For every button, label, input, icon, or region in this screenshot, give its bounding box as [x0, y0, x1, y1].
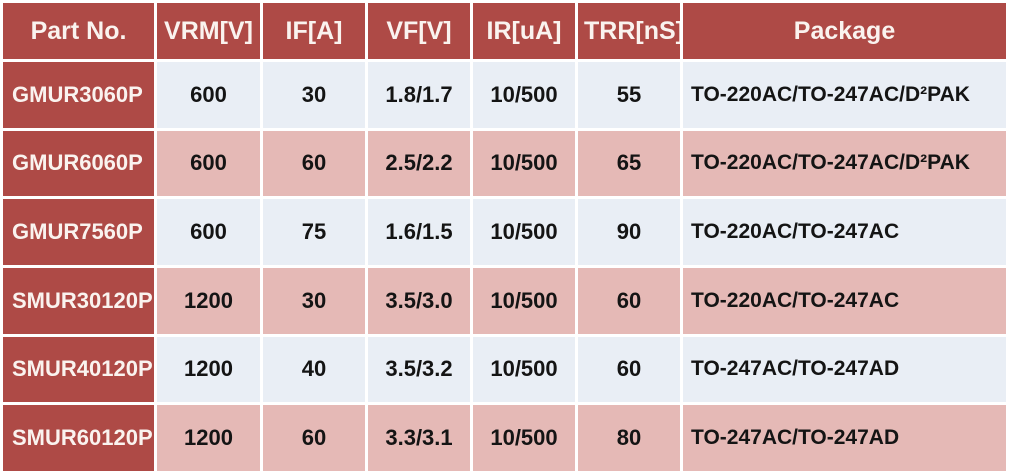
column-header-vrm: VRM[V] [157, 3, 260, 59]
ir-cell: 10/500 [473, 267, 575, 334]
if-cell: 30 [263, 267, 365, 334]
vf-cell: 1.6/1.5 [368, 199, 470, 265]
package-cell: TO-220AC/TO-247AC [683, 267, 1006, 334]
ir-cell: 10/500 [473, 405, 575, 471]
part-no-cell: GMUR7560P [3, 199, 154, 265]
package-cell: TO-220AC/TO-247AC/D²PAK [683, 130, 1006, 197]
column-header-ir: IR[uA] [473, 3, 575, 59]
trr-cell: 90 [578, 199, 680, 265]
table-header-row: Part No. VRM[V] IF[A] VF[V] IR[uA] TRR[n… [3, 3, 1006, 59]
package-cell: TO-220AC/TO-247AC/D²PAK [683, 62, 1006, 128]
ir-cell: 10/500 [473, 62, 575, 128]
if-cell: 75 [263, 199, 365, 265]
part-no-cell: SMUR60120P [3, 405, 154, 471]
table-row: SMUR40120P 1200 40 3.5/3.2 10/500 60 TO-… [3, 336, 1006, 403]
if-cell: 40 [263, 336, 365, 403]
trr-cell: 55 [578, 62, 680, 128]
trr-cell: 60 [578, 336, 680, 403]
vrm-cell: 1200 [157, 405, 260, 471]
column-header-trr: TRR[nS] [578, 3, 680, 59]
package-cell: TO-220AC/TO-247AC [683, 199, 1006, 265]
table-row: GMUR7560P 600 75 1.6/1.5 10/500 90 TO-22… [3, 199, 1006, 265]
column-header-part-no: Part No. [3, 3, 154, 59]
table-row: GMUR6060P 600 60 2.5/2.2 10/500 65 TO-22… [3, 130, 1006, 197]
column-header-if: IF[A] [263, 3, 365, 59]
ir-cell: 10/500 [473, 199, 575, 265]
column-header-vf: VF[V] [368, 3, 470, 59]
if-cell: 30 [263, 62, 365, 128]
table-row: GMUR3060P 600 30 1.8/1.7 10/500 55 TO-22… [3, 62, 1006, 128]
trr-cell: 60 [578, 267, 680, 334]
trr-cell: 80 [578, 405, 680, 471]
vrm-cell: 1200 [157, 267, 260, 334]
vf-cell: 3.5/3.2 [368, 336, 470, 403]
trr-cell: 65 [578, 130, 680, 197]
package-cell: TO-247AC/TO-247AD [683, 405, 1006, 471]
vrm-cell: 600 [157, 199, 260, 265]
part-no-cell: GMUR6060P [3, 130, 154, 197]
vf-cell: 3.3/3.1 [368, 405, 470, 471]
vf-cell: 3.5/3.0 [368, 267, 470, 334]
part-no-cell: SMUR40120P [3, 336, 154, 403]
column-header-package: Package [683, 3, 1006, 59]
vf-cell: 1.8/1.7 [368, 62, 470, 128]
vf-cell: 2.5/2.2 [368, 130, 470, 197]
vrm-cell: 1200 [157, 336, 260, 403]
package-cell: TO-247AC/TO-247AD [683, 336, 1006, 403]
vrm-cell: 600 [157, 130, 260, 197]
vrm-cell: 600 [157, 62, 260, 128]
ir-cell: 10/500 [473, 336, 575, 403]
part-no-cell: GMUR3060P [3, 62, 154, 128]
if-cell: 60 [263, 130, 365, 197]
ir-cell: 10/500 [473, 130, 575, 197]
part-no-cell: SMUR30120P [3, 267, 154, 334]
table-row: SMUR60120P 1200 60 3.3/3.1 10/500 80 TO-… [3, 405, 1006, 471]
if-cell: 60 [263, 405, 365, 471]
table-row: SMUR30120P 1200 30 3.5/3.0 10/500 60 TO-… [3, 267, 1006, 334]
